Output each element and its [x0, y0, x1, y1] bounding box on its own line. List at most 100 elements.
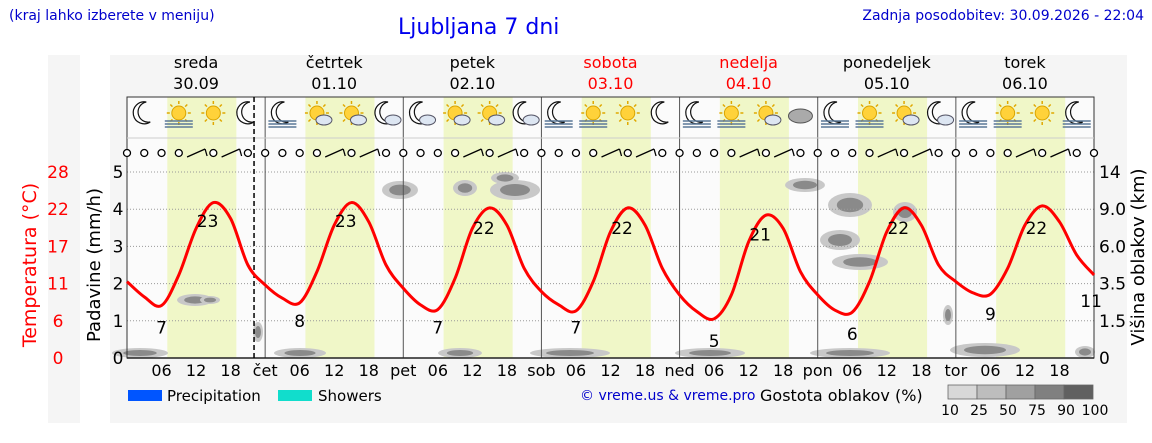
- wind-barb-flag: [1067, 148, 1072, 157]
- day-axis-label: pet: [390, 361, 416, 380]
- wind-barb-flag: [1033, 148, 1037, 157]
- wind-calm-marker: [433, 148, 442, 158]
- copyright-link[interactable]: © vreme.us & vreme.pro: [580, 388, 756, 404]
- cloud-density-core: [1079, 348, 1091, 356]
- sun-ray: [1048, 103, 1052, 108]
- cloud-shape: [453, 114, 471, 126]
- sun-ray: [204, 103, 208, 108]
- moon-cloud-icon: [512, 101, 540, 126]
- precip-tick: 3: [113, 237, 124, 257]
- precip-tick: 5: [113, 163, 124, 183]
- sun-fog-icon: [993, 101, 1022, 128]
- temperature-tick: 0: [53, 349, 64, 369]
- sun-ray: [495, 103, 499, 108]
- hour-tick-label: 18: [1049, 361, 1069, 380]
- temperature-axis-title: Temperatura (°C): [19, 183, 41, 348]
- hour-tick-label: 12: [877, 361, 897, 380]
- wind-calm-marker: [796, 148, 805, 158]
- sun-ray: [446, 118, 450, 123]
- sun-ray: [737, 103, 741, 108]
- wind-calm-marker: [830, 148, 840, 158]
- cloud-density-label: Gostota oblakov (%): [760, 386, 923, 405]
- sun-ray: [480, 118, 484, 123]
- hour-tick-label: 12: [186, 361, 206, 380]
- legend-precipitation-swatch: [128, 390, 162, 401]
- sun-ray: [599, 103, 603, 108]
- wind-calm-marker: [951, 148, 961, 158]
- wind-calm-marker: [1072, 148, 1081, 158]
- sun-disc: [1000, 105, 1016, 121]
- wind-calm-marker: [968, 148, 978, 158]
- precip-axis-title: Padavine (mm/h): [84, 188, 105, 342]
- hour-tick-label: 12: [462, 361, 482, 380]
- location-menu-note: (kraj lahko izberete v meniju): [9, 8, 215, 24]
- hour-tick-label: 12: [600, 361, 620, 380]
- sun-ray: [342, 118, 346, 123]
- sun-cloud-icon: [443, 101, 471, 126]
- hour-tick-label: 12: [1015, 361, 1035, 380]
- left-axis-panel: [48, 55, 80, 423]
- day-date: 03.10: [588, 74, 634, 93]
- hour-tick-label: 06: [980, 361, 1000, 380]
- day-name: sreda: [174, 53, 218, 72]
- cloud-density-core: [843, 257, 877, 267]
- sun-ray: [633, 118, 637, 123]
- hour-tick-label: 06: [289, 361, 309, 380]
- sun-fog-icon: [579, 101, 608, 128]
- wind-calm-marker: [813, 148, 822, 158]
- wind-calm-marker: [709, 148, 719, 158]
- wind-calm-marker: [243, 148, 253, 158]
- cloud-density-core: [284, 350, 316, 356]
- wind-calm-marker: [571, 148, 581, 158]
- cloud-shape: [419, 114, 437, 126]
- wind-calm-marker: [174, 148, 183, 158]
- cloud-shape: [764, 114, 782, 126]
- sun-ray: [219, 103, 223, 108]
- wind-calm-marker: [658, 148, 667, 158]
- moon-crescent: [270, 101, 289, 125]
- wind-calm-marker: [520, 148, 529, 158]
- sun-ray: [756, 103, 761, 108]
- sun-disc: [205, 105, 221, 121]
- wind-calm-marker: [381, 148, 391, 158]
- moon-fog-icon: [1062, 101, 1091, 128]
- hour-tick-label: 18: [773, 361, 793, 380]
- sun-ray: [771, 103, 775, 108]
- sun-ray: [169, 103, 173, 108]
- wind-barb: [221, 148, 240, 158]
- wind-barb-flag: [929, 148, 933, 157]
- day-date: 30.09: [173, 74, 219, 93]
- cloud-density-swatch: [1063, 384, 1094, 400]
- day-axis-label: čet: [253, 361, 278, 380]
- sun-disc: [585, 105, 601, 121]
- temperature-max-label: 23: [335, 212, 357, 232]
- temperature-max-label: 22: [473, 219, 495, 239]
- cloud-icon: [787, 108, 813, 124]
- sun-ray: [1033, 118, 1037, 123]
- wind-barb-flag: [377, 148, 381, 157]
- cloud-height-tick: 3.5: [1099, 275, 1126, 295]
- wind-calm-marker: [347, 148, 356, 158]
- cloud-density-core: [184, 296, 206, 304]
- wind-calm-marker: [761, 148, 771, 158]
- moon-icon: [236, 101, 255, 125]
- wind-calm-marker: [986, 148, 995, 158]
- sun-ray: [875, 103, 879, 108]
- wind-calm-marker: [485, 148, 494, 158]
- day-name: torek: [1004, 53, 1046, 72]
- wind-calm-marker: [295, 148, 304, 158]
- moon-crescent: [547, 101, 566, 125]
- wind-barb-flag: [515, 148, 519, 157]
- cloud-shape: [384, 114, 402, 126]
- moon-fog-icon: [268, 101, 297, 128]
- hour-tick-label: 06: [151, 361, 171, 380]
- wind-barb: [635, 148, 655, 158]
- wind-barb-flag: [618, 148, 623, 157]
- wind-barb: [773, 148, 793, 158]
- moon-crescent: [823, 101, 842, 125]
- wind-barb-flag: [480, 148, 484, 157]
- daylight-band: [443, 97, 513, 358]
- cloud-height-tick: 6.0: [1099, 237, 1126, 257]
- temperature-max-label: 23: [197, 212, 219, 232]
- wind-barb: [497, 148, 517, 158]
